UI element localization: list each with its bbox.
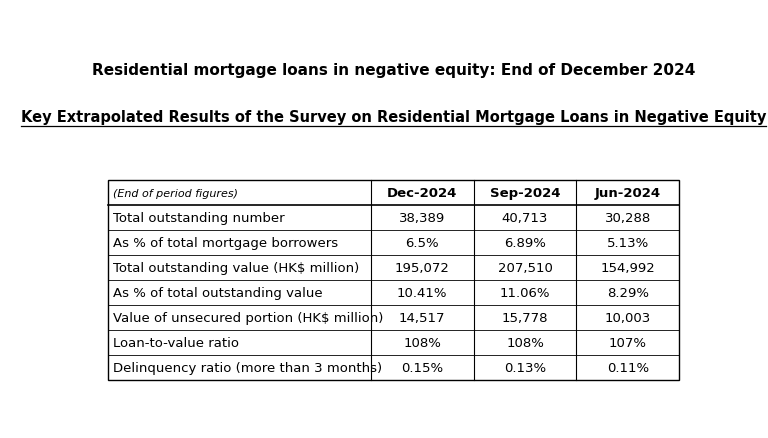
Text: Total outstanding number: Total outstanding number xyxy=(113,212,284,225)
Text: Key Extrapolated Results of the Survey on Residential Mortgage Loans in Negative: Key Extrapolated Results of the Survey o… xyxy=(21,110,766,125)
Text: Residential mortgage loans in negative equity: End of December 2024: Residential mortgage loans in negative e… xyxy=(92,63,695,78)
Text: 38,389: 38,389 xyxy=(399,212,445,225)
Text: 154,992: 154,992 xyxy=(601,261,655,274)
Text: 207,510: 207,510 xyxy=(498,261,552,274)
Text: 15,778: 15,778 xyxy=(502,311,548,324)
Text: 108%: 108% xyxy=(506,336,544,349)
Text: Dec-2024: Dec-2024 xyxy=(387,187,458,200)
Text: As % of total mortgage borrowers: As % of total mortgage borrowers xyxy=(113,237,338,249)
Text: 5.13%: 5.13% xyxy=(607,237,649,249)
Text: 0.11%: 0.11% xyxy=(607,361,649,374)
Text: 6.89%: 6.89% xyxy=(504,237,546,249)
Text: 40,713: 40,713 xyxy=(502,212,548,225)
Text: 0.15%: 0.15% xyxy=(401,361,443,374)
Text: Sep-2024: Sep-2024 xyxy=(490,187,561,200)
Text: Value of unsecured portion (HK$ million): Value of unsecured portion (HK$ million) xyxy=(113,311,383,324)
Text: 10.41%: 10.41% xyxy=(397,286,448,299)
Text: Delinquency ratio (more than 3 months): Delinquency ratio (more than 3 months) xyxy=(113,361,382,374)
Text: 10,003: 10,003 xyxy=(604,311,651,324)
Text: 30,288: 30,288 xyxy=(604,212,651,225)
Text: As % of total outstanding value: As % of total outstanding value xyxy=(113,286,323,299)
Text: 107%: 107% xyxy=(609,336,647,349)
Text: 6.5%: 6.5% xyxy=(406,237,439,249)
Text: 14,517: 14,517 xyxy=(399,311,445,324)
Text: 11.06%: 11.06% xyxy=(500,286,550,299)
Text: 195,072: 195,072 xyxy=(395,261,449,274)
Text: Loan-to-value ratio: Loan-to-value ratio xyxy=(113,336,239,349)
Text: 0.13%: 0.13% xyxy=(504,361,546,374)
Text: Jun-2024: Jun-2024 xyxy=(594,187,661,200)
Text: (End of period figures): (End of period figures) xyxy=(113,188,237,198)
Text: 108%: 108% xyxy=(403,336,441,349)
Text: Total outstanding value (HK$ million): Total outstanding value (HK$ million) xyxy=(113,261,359,274)
Text: 8.29%: 8.29% xyxy=(607,286,649,299)
